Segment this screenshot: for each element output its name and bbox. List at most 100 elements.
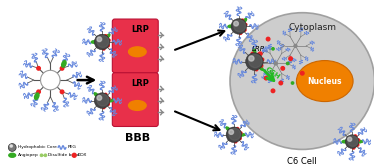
Ellipse shape bbox=[341, 140, 348, 144]
Circle shape bbox=[231, 18, 246, 34]
Text: Disulfide bond: Disulfide bond bbox=[48, 153, 80, 157]
Circle shape bbox=[279, 81, 283, 85]
Circle shape bbox=[234, 20, 245, 32]
Circle shape bbox=[239, 137, 241, 140]
Circle shape bbox=[257, 53, 260, 56]
Circle shape bbox=[345, 135, 359, 148]
Circle shape bbox=[264, 76, 268, 80]
Text: Cytoplasm: Cytoplasm bbox=[288, 23, 336, 32]
Circle shape bbox=[259, 52, 262, 55]
Circle shape bbox=[356, 144, 359, 146]
Ellipse shape bbox=[227, 24, 234, 28]
Circle shape bbox=[94, 34, 110, 50]
Ellipse shape bbox=[9, 153, 15, 157]
Circle shape bbox=[226, 127, 242, 143]
Circle shape bbox=[272, 48, 274, 50]
Text: C6 Cell: C6 Cell bbox=[287, 157, 317, 165]
Text: LRP: LRP bbox=[252, 46, 265, 52]
Circle shape bbox=[236, 128, 239, 130]
Circle shape bbox=[352, 147, 355, 149]
Circle shape bbox=[229, 129, 240, 140]
Circle shape bbox=[94, 93, 110, 108]
Circle shape bbox=[291, 82, 294, 84]
FancyArrowPatch shape bbox=[264, 70, 276, 83]
Circle shape bbox=[354, 135, 356, 137]
Ellipse shape bbox=[296, 61, 353, 102]
Ellipse shape bbox=[129, 101, 146, 110]
Text: Angiopep: Angiopep bbox=[18, 153, 39, 157]
Text: LRP: LRP bbox=[131, 25, 149, 34]
Circle shape bbox=[357, 139, 359, 141]
Text: DOX: DOX bbox=[77, 153, 87, 157]
Circle shape bbox=[104, 35, 107, 37]
Circle shape bbox=[102, 48, 105, 50]
Circle shape bbox=[40, 70, 60, 90]
Circle shape bbox=[261, 58, 264, 61]
Ellipse shape bbox=[225, 126, 231, 132]
Text: GSH: GSH bbox=[265, 66, 282, 81]
Circle shape bbox=[271, 89, 275, 93]
Circle shape bbox=[107, 44, 109, 47]
Ellipse shape bbox=[259, 66, 264, 71]
Circle shape bbox=[104, 93, 107, 96]
Circle shape bbox=[239, 132, 242, 134]
Circle shape bbox=[294, 44, 297, 47]
Ellipse shape bbox=[356, 140, 363, 144]
Circle shape bbox=[260, 65, 263, 67]
Circle shape bbox=[44, 154, 46, 156]
Circle shape bbox=[251, 52, 254, 55]
FancyBboxPatch shape bbox=[112, 73, 158, 127]
Circle shape bbox=[97, 96, 102, 100]
Ellipse shape bbox=[129, 47, 146, 57]
Circle shape bbox=[287, 62, 289, 65]
Circle shape bbox=[239, 32, 242, 34]
FancyBboxPatch shape bbox=[112, 19, 158, 73]
Circle shape bbox=[244, 23, 247, 26]
Circle shape bbox=[60, 67, 64, 70]
Circle shape bbox=[97, 36, 109, 48]
Circle shape bbox=[72, 153, 76, 157]
Text: BBB: BBB bbox=[125, 133, 150, 143]
Circle shape bbox=[37, 90, 40, 94]
Ellipse shape bbox=[62, 61, 66, 67]
Circle shape bbox=[40, 154, 43, 156]
Circle shape bbox=[60, 90, 64, 94]
Circle shape bbox=[266, 37, 270, 41]
Text: Hydrophobic Core: Hydrophobic Core bbox=[18, 146, 57, 149]
Ellipse shape bbox=[34, 93, 39, 99]
Ellipse shape bbox=[107, 99, 113, 103]
Circle shape bbox=[255, 68, 258, 71]
Circle shape bbox=[97, 37, 102, 42]
Ellipse shape bbox=[230, 13, 375, 149]
Text: LRP: LRP bbox=[131, 79, 149, 87]
Circle shape bbox=[10, 145, 12, 147]
Circle shape bbox=[289, 57, 292, 60]
Circle shape bbox=[234, 21, 239, 26]
Circle shape bbox=[229, 130, 234, 134]
Circle shape bbox=[102, 106, 105, 109]
Circle shape bbox=[348, 136, 358, 146]
Circle shape bbox=[37, 67, 40, 70]
Ellipse shape bbox=[239, 133, 245, 137]
Text: PEG: PEG bbox=[68, 146, 77, 149]
Circle shape bbox=[281, 67, 285, 70]
Circle shape bbox=[246, 53, 263, 70]
Circle shape bbox=[348, 137, 352, 141]
Circle shape bbox=[241, 19, 244, 22]
Circle shape bbox=[301, 71, 304, 75]
Circle shape bbox=[249, 54, 262, 68]
Ellipse shape bbox=[105, 33, 110, 39]
Ellipse shape bbox=[94, 92, 99, 98]
Circle shape bbox=[274, 62, 277, 65]
Circle shape bbox=[8, 144, 16, 151]
Circle shape bbox=[249, 56, 254, 61]
Circle shape bbox=[107, 103, 109, 105]
Ellipse shape bbox=[253, 49, 256, 55]
Ellipse shape bbox=[242, 18, 247, 23]
Circle shape bbox=[97, 94, 109, 106]
Text: Nucleus: Nucleus bbox=[308, 77, 342, 86]
Circle shape bbox=[108, 39, 110, 42]
Circle shape bbox=[234, 140, 237, 143]
Circle shape bbox=[243, 29, 246, 31]
Circle shape bbox=[108, 98, 110, 100]
